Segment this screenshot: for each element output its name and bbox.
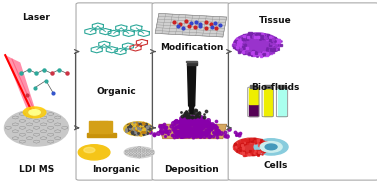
Bar <box>102 121 105 133</box>
Bar <box>93 121 95 133</box>
Ellipse shape <box>5 110 68 146</box>
Bar <box>249 88 257 104</box>
Bar <box>97 121 99 133</box>
Circle shape <box>124 122 152 136</box>
Polygon shape <box>187 64 196 106</box>
Text: LDI MS: LDI MS <box>19 165 54 174</box>
Bar <box>108 121 110 133</box>
Polygon shape <box>5 55 36 113</box>
Ellipse shape <box>124 147 154 158</box>
Text: Inorganic: Inorganic <box>92 165 140 174</box>
Circle shape <box>29 110 40 115</box>
Bar <box>91 121 93 133</box>
Polygon shape <box>155 13 227 37</box>
Bar <box>89 121 91 133</box>
Bar <box>278 88 286 104</box>
Bar <box>186 61 197 62</box>
Circle shape <box>234 33 280 56</box>
Bar <box>104 121 107 133</box>
Polygon shape <box>189 106 194 113</box>
Circle shape <box>254 139 288 155</box>
Polygon shape <box>159 124 227 139</box>
Circle shape <box>78 145 110 160</box>
Bar <box>249 85 257 87</box>
Circle shape <box>84 147 95 153</box>
Polygon shape <box>7 56 35 111</box>
Text: Cells: Cells <box>263 161 288 170</box>
Bar <box>95 121 97 133</box>
FancyBboxPatch shape <box>152 3 230 180</box>
Bar <box>87 132 116 137</box>
Circle shape <box>234 138 270 156</box>
Text: Deposition: Deposition <box>164 165 219 174</box>
Text: Modification: Modification <box>160 43 223 52</box>
Bar <box>264 85 271 87</box>
Bar <box>187 62 197 65</box>
Bar <box>278 104 286 116</box>
Bar <box>99 121 101 133</box>
Bar <box>263 104 272 116</box>
Text: Bio-fluids: Bio-fluids <box>251 83 300 92</box>
Bar <box>249 104 257 116</box>
Bar <box>278 85 286 87</box>
Bar <box>101 121 103 133</box>
FancyBboxPatch shape <box>228 3 378 180</box>
Circle shape <box>265 144 277 150</box>
Circle shape <box>23 107 46 118</box>
FancyBboxPatch shape <box>76 3 153 180</box>
Circle shape <box>260 142 282 152</box>
Text: Laser: Laser <box>23 13 50 22</box>
Text: Organic: Organic <box>96 87 136 96</box>
Bar <box>106 121 108 133</box>
Text: Tissue: Tissue <box>259 16 292 25</box>
Bar <box>263 88 272 104</box>
Bar <box>110 121 112 133</box>
